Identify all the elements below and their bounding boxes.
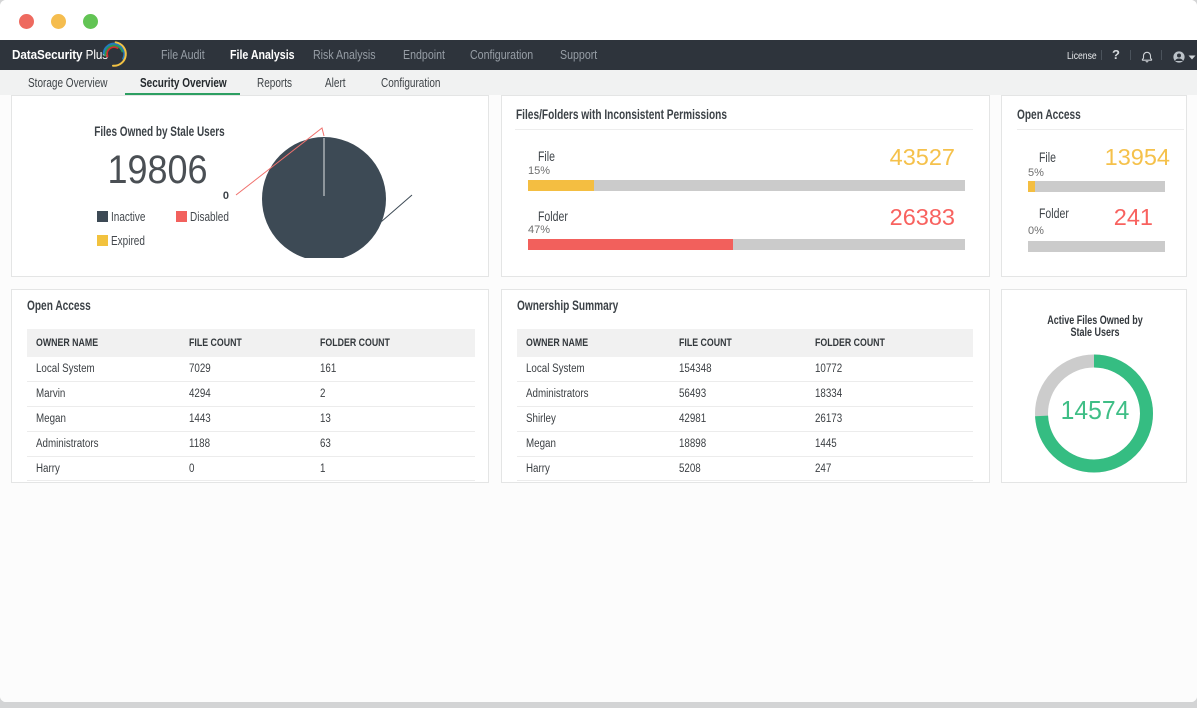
svg-text:0: 0 (223, 190, 229, 202)
